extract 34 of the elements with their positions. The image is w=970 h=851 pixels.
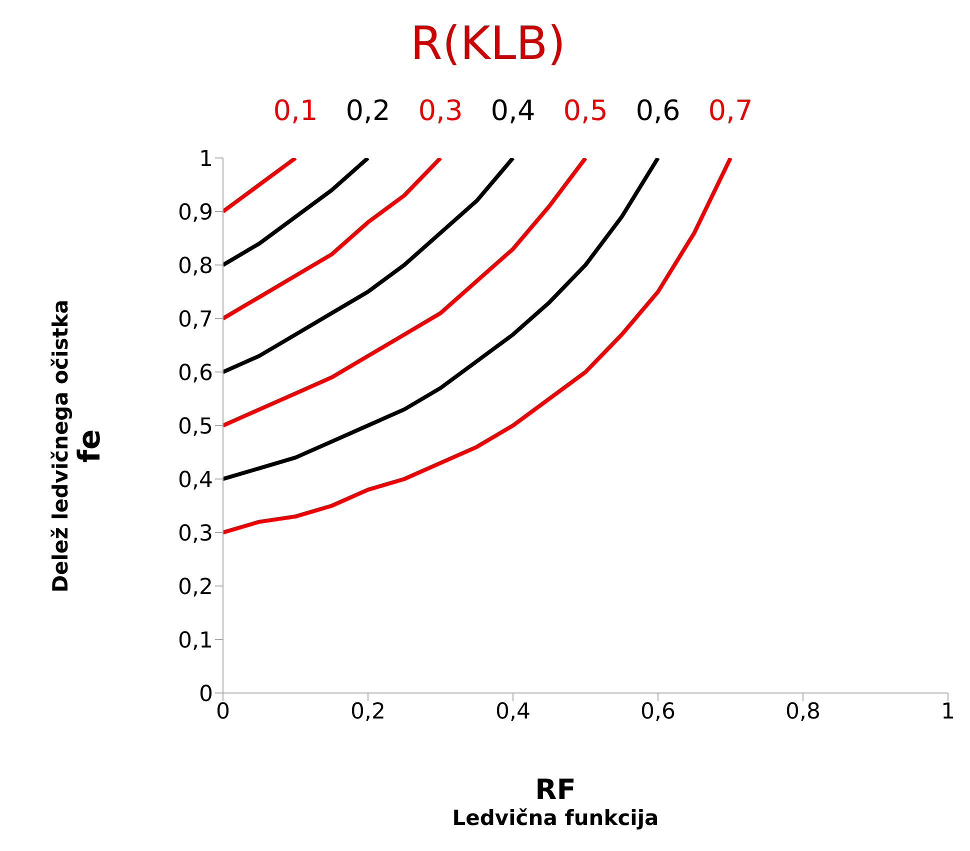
line-series <box>223 158 515 374</box>
chart-title: R(KLB) <box>409 16 567 70</box>
y-tick-label: 0 <box>199 682 213 707</box>
series-label: 0,4 <box>490 94 536 127</box>
x-axis-title: RF Ledvična funkcija <box>451 773 660 830</box>
y-tick-label: 0,8 <box>178 254 213 279</box>
y-tick-label: 0,6 <box>178 360 213 386</box>
line-series <box>223 158 660 481</box>
y-tick-label: 0,1 <box>178 628 213 654</box>
series-label: 0,2 <box>346 94 390 127</box>
y-tick-label: 0,7 <box>178 307 213 332</box>
series-label: 0,6 <box>636 94 680 127</box>
series-label: 0,7 <box>708 94 753 127</box>
y-tick-label: 0,2 <box>178 574 213 600</box>
x-tick-label: 0,6 <box>640 700 676 725</box>
y-tick-label: 0,3 <box>178 521 213 546</box>
series-label: 0,5 <box>563 94 608 127</box>
x-tick-label: 0,8 <box>786 700 820 725</box>
x-tick-label: 0 <box>216 700 230 725</box>
line-series <box>223 158 298 214</box>
line-series <box>223 158 732 534</box>
series-label: 0,1 <box>273 94 318 127</box>
series-label: 0,3 <box>418 94 463 127</box>
x-tick-label: 0,2 <box>350 700 386 725</box>
line-series <box>223 158 442 320</box>
y-tick-label: 0,9 <box>178 200 213 226</box>
line-series <box>223 158 588 428</box>
y-tick-label: 0,4 <box>178 468 213 493</box>
y-tick-label: 0,5 <box>178 414 213 440</box>
line-series <box>223 158 370 267</box>
y-tick-label: 1 <box>199 146 213 172</box>
x-tick-label: 0,4 <box>496 700 530 725</box>
y-axis-title: Delež ledvičnega očistka fe <box>48 298 107 594</box>
x-tick-label: 1 <box>941 700 955 725</box>
